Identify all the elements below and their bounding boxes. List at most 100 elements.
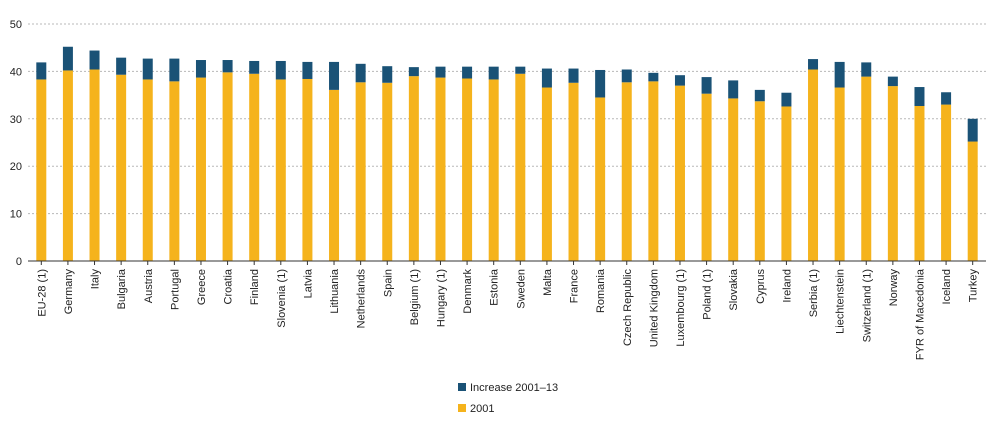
x-tick-label: Croatia	[223, 268, 235, 304]
bar-increase	[195, 60, 206, 78]
bar-increase	[781, 92, 792, 107]
bar-2001	[621, 82, 632, 261]
x-axis: EU-28 (1) Germany Italy Bulgaria Austria Port…	[28, 260, 986, 360]
bar-increase	[355, 63, 366, 83]
x-tick-label: Netherlands	[356, 269, 368, 329]
bar-2001	[462, 78, 473, 261]
bar-2001	[142, 79, 153, 261]
x-tick-label: Switzerland (1)	[861, 269, 873, 342]
bar-2001	[595, 97, 606, 261]
bar-2001	[834, 87, 845, 262]
bar-increase	[568, 68, 579, 83]
bar-increase	[435, 66, 446, 78]
bar-2001	[408, 76, 419, 261]
x-tick-label: Latvia	[302, 268, 314, 298]
bar-2001	[674, 85, 685, 262]
bar-2001	[648, 81, 659, 261]
bar-2001	[728, 98, 739, 261]
bar-2001	[36, 79, 47, 261]
bar-2001	[169, 81, 180, 261]
x-tick-label: United Kingdom	[648, 269, 660, 347]
bar-increase	[541, 68, 552, 88]
bar-increase	[648, 72, 659, 82]
bar-2001	[967, 141, 978, 261]
x-tick-label: Italy	[90, 269, 102, 290]
bar-2001	[435, 77, 446, 261]
bar-increase	[808, 59, 819, 70]
x-tick-label: Portugal	[169, 269, 181, 310]
bar-2001	[62, 70, 73, 262]
x-tick-label: FYR of Macedonia	[914, 268, 926, 360]
bar-2001	[302, 78, 313, 261]
x-tick-label: Austria	[143, 268, 155, 303]
x-tick-label: Iceland	[941, 269, 953, 304]
bar-increase	[967, 118, 978, 142]
bar-increase	[408, 67, 419, 77]
bar-2001	[275, 79, 286, 261]
bar-2001	[861, 76, 872, 261]
legend-swatch-2001	[458, 404, 466, 412]
bar-2001	[568, 82, 579, 261]
bar-increase	[595, 69, 606, 98]
bar-increase	[754, 89, 765, 102]
bar-increase	[701, 77, 712, 94]
bar-increase	[674, 75, 685, 86]
bar-2001	[754, 101, 765, 262]
bar-increase	[887, 76, 898, 87]
x-tick-label: Finland	[249, 269, 261, 305]
x-tick-label: Poland (1)	[702, 269, 714, 320]
x-tick-label: Greece	[196, 269, 208, 305]
bar-2001	[89, 69, 100, 261]
bar-increase	[89, 50, 100, 70]
x-tick-label: Liechtenstein	[835, 269, 847, 334]
x-tick-label: Czech Republic	[622, 269, 634, 347]
x-tick-label: Bulgaria	[116, 268, 128, 309]
y-tick-label: 0	[16, 256, 22, 268]
x-tick-label: Spain	[382, 269, 394, 297]
x-tick-label: Estonia	[489, 268, 501, 306]
x-tick-label: Lithuania	[329, 268, 341, 314]
bar-increase	[249, 60, 260, 74]
bar-increase	[275, 60, 286, 80]
y-axis: 0 10 20 30 40 50	[10, 19, 22, 268]
bar-increase	[36, 62, 47, 80]
bars	[36, 46, 978, 262]
bar-2001	[116, 74, 127, 261]
bar-increase	[302, 61, 313, 79]
bar-2001	[249, 73, 260, 262]
bar-2001	[382, 82, 393, 261]
bar-increase	[515, 66, 526, 74]
bar-increase	[462, 66, 473, 79]
bar-increase	[116, 57, 127, 75]
legend-swatch-increase	[458, 383, 466, 391]
bar-2001	[515, 73, 526, 262]
x-tick-label: Ireland	[781, 269, 793, 303]
bar-increase	[382, 66, 393, 83]
bar-increase	[914, 87, 925, 107]
bar-2001	[195, 77, 206, 261]
bar-2001	[808, 69, 819, 261]
x-tick-label: Germany	[63, 269, 75, 315]
bar-increase	[861, 62, 872, 77]
x-tick-label: Sweden	[515, 269, 527, 309]
x-tick-label: Belgium (1)	[409, 269, 421, 325]
legend-label-increase: Increase 2001–13	[470, 382, 558, 394]
bar-2001	[541, 87, 552, 262]
bar-increase	[488, 66, 499, 80]
bar-2001	[701, 93, 712, 261]
y-tick-label: 40	[10, 66, 22, 78]
x-tick-label: Serbia (1)	[808, 269, 820, 317]
x-tick-label: Hungary (1)	[435, 269, 447, 327]
bar-2001	[781, 106, 792, 261]
bar-increase	[329, 61, 340, 90]
bar-increase	[142, 58, 153, 80]
y-tick-label: 10	[10, 209, 22, 221]
bar-increase	[169, 58, 180, 82]
bar-2001	[355, 82, 366, 261]
bar-2001	[887, 86, 898, 262]
bar-increase	[621, 69, 632, 83]
x-tick-label: Denmark	[462, 269, 474, 314]
x-tick-label: Malta	[542, 268, 554, 296]
